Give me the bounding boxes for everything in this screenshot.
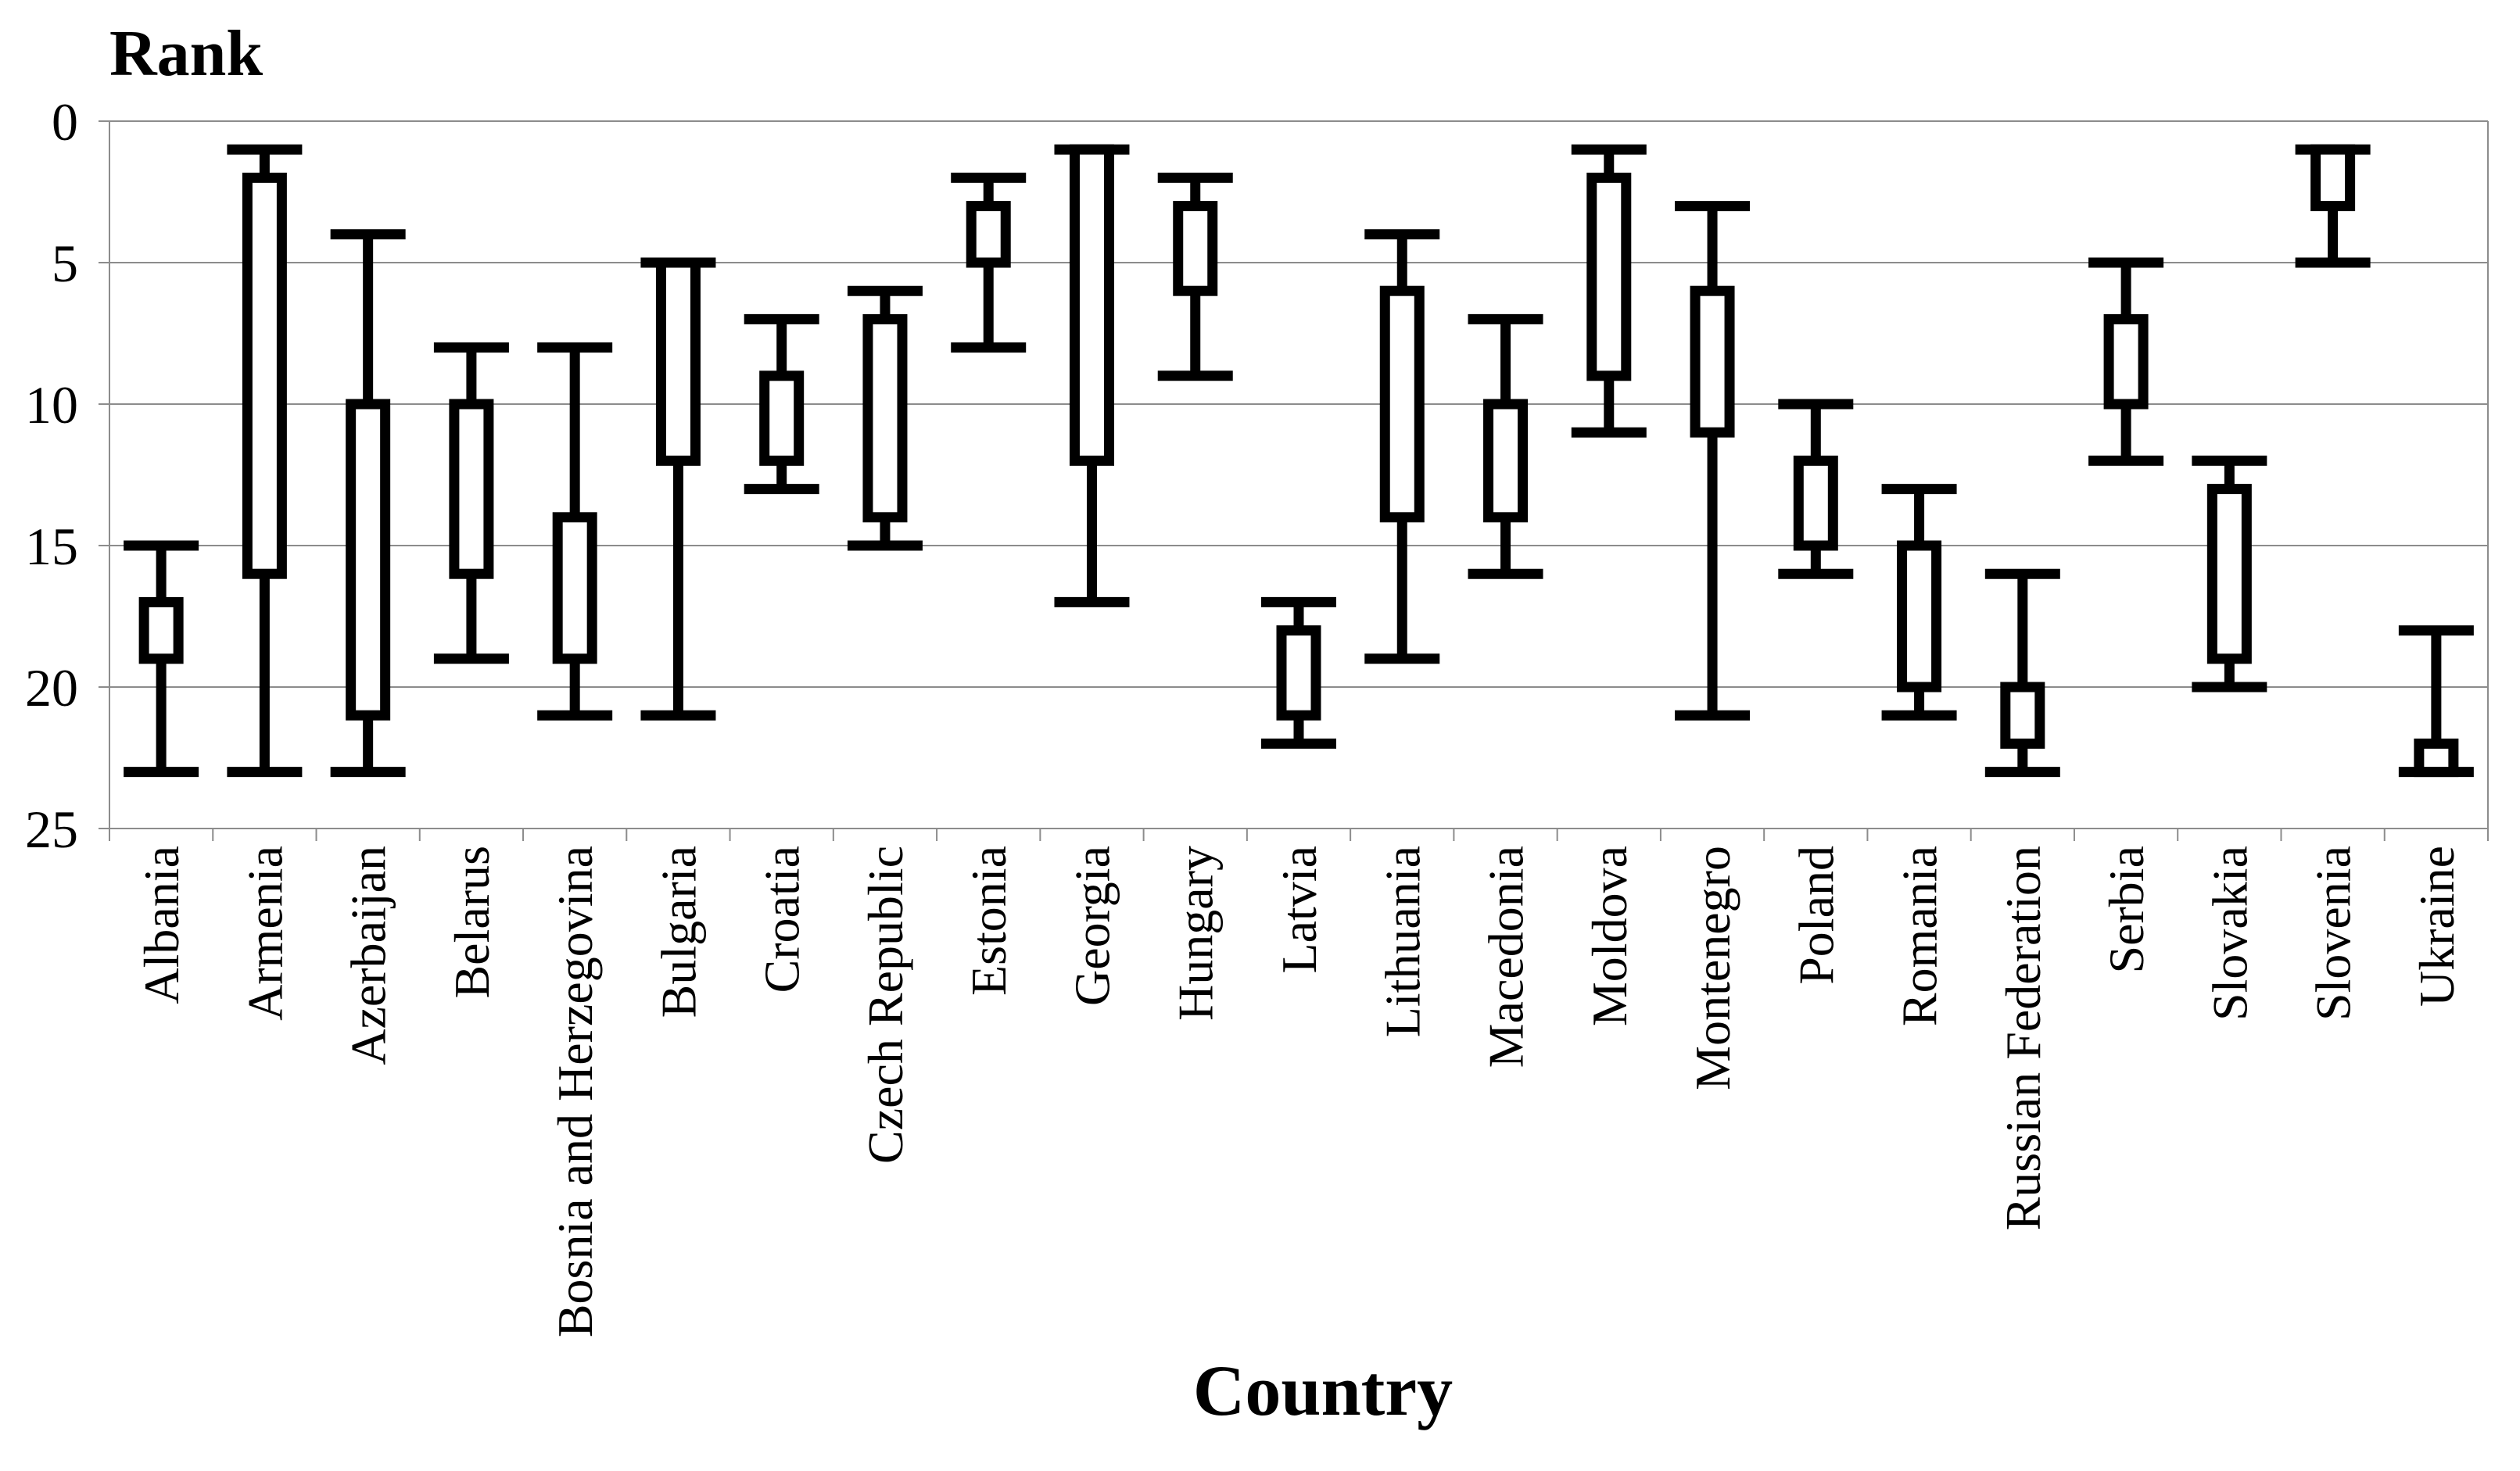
category-label: Latvia xyxy=(1271,846,1327,973)
category-label: Macedonia xyxy=(1479,846,1534,1068)
category-label: Bulgaria xyxy=(651,846,706,1018)
box xyxy=(138,596,184,664)
box xyxy=(1173,201,1218,296)
box xyxy=(2206,484,2252,664)
y-tick-labels: 0 5 10 15 20 25 xyxy=(25,92,78,859)
category-label: Russian Federation xyxy=(1995,846,2051,1230)
y-tick-label: 10 xyxy=(25,375,78,435)
box xyxy=(862,313,908,523)
box xyxy=(242,172,287,579)
category-label: Albania xyxy=(134,846,189,1004)
box xyxy=(1897,540,1942,693)
y-tick-label: 5 xyxy=(52,234,78,293)
category-label: Bosnia and Herzegovina xyxy=(547,846,603,1337)
category-label: Lithuania xyxy=(1375,846,1430,1037)
box xyxy=(1586,172,1632,381)
box xyxy=(2310,144,2356,212)
y-tick-label: 20 xyxy=(25,658,78,718)
category-label: Georgia xyxy=(1064,846,1120,1006)
category-label: Czech Republic xyxy=(858,846,913,1164)
box xyxy=(346,399,391,721)
box xyxy=(2103,313,2149,410)
box xyxy=(552,512,597,664)
box xyxy=(449,399,494,579)
box xyxy=(1690,285,1735,438)
category-label: Romania xyxy=(1892,846,1948,1026)
category-label: Croatia xyxy=(755,846,810,993)
x-axis-title: Country xyxy=(1193,1351,1453,1430)
box xyxy=(1793,455,1838,551)
box xyxy=(1069,144,1114,466)
y-axis-title: Rank xyxy=(109,17,263,90)
category-label: Serbia xyxy=(2099,846,2154,974)
y-tick-label: 25 xyxy=(25,800,78,859)
boxes xyxy=(124,144,2474,778)
category-label: Azerbaijan xyxy=(341,846,396,1065)
category-label: Belarus xyxy=(444,846,500,999)
y-tick-label: 0 xyxy=(52,92,78,152)
x-tick-marks xyxy=(109,829,2489,841)
category-label: Ukraine xyxy=(2409,846,2464,1007)
category-label: Montenegro xyxy=(1685,846,1740,1090)
category-label: Estonia xyxy=(961,846,1016,996)
category-label: Poland xyxy=(1788,846,1844,985)
category-label: Moldova xyxy=(1582,846,1637,1026)
box xyxy=(1483,399,1529,523)
box xyxy=(2000,682,2045,749)
category-label: Armenia xyxy=(237,846,292,1021)
box xyxy=(759,370,805,466)
axes xyxy=(109,121,2489,829)
box xyxy=(1276,625,1321,721)
category-label: Slovakia xyxy=(2202,846,2257,1021)
category-label: Slovenia xyxy=(2306,846,2361,1021)
y-tick-label: 15 xyxy=(25,517,78,576)
box xyxy=(2414,738,2459,778)
box xyxy=(966,201,1011,268)
category-label: Hungary xyxy=(1168,846,1224,1021)
box xyxy=(1379,285,1425,523)
box xyxy=(655,257,701,466)
category-labels: Albania Armenia Azerbaijan Belarus Bosnia an… xyxy=(134,846,2464,1337)
